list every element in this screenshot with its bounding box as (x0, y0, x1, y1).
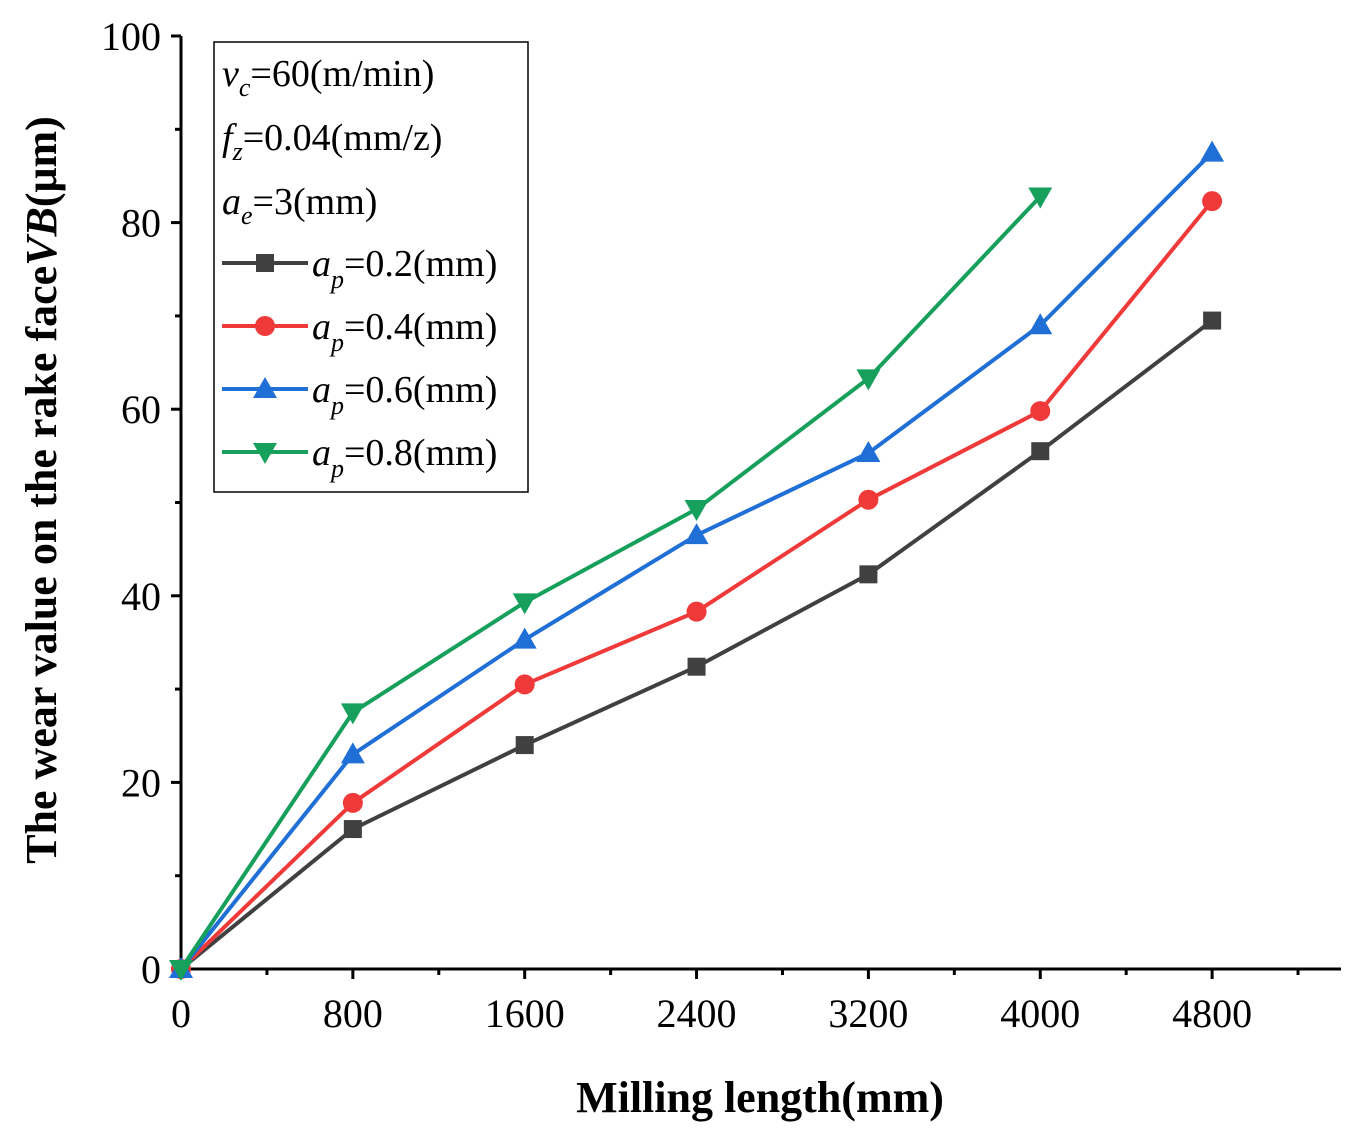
data-point (341, 703, 365, 724)
data-point (859, 565, 877, 583)
legend-var: a (312, 369, 331, 411)
x-tick-label: 3200 (828, 991, 908, 1036)
data-point (341, 742, 365, 763)
condition-sub: e (241, 201, 253, 230)
legend-var: a (312, 432, 331, 474)
legend-value: =0.6(mm) (344, 369, 497, 411)
legend-var: a (312, 243, 331, 285)
legend-condition: vc=60(m/min) (222, 53, 434, 102)
legend-sub: p (329, 328, 344, 357)
condition-value: =0.04(mm/z) (243, 117, 443, 159)
data-point (344, 820, 362, 838)
legend-marker (255, 316, 275, 336)
y-tick-label: 20 (121, 760, 161, 805)
data-point (687, 602, 707, 622)
x-tick-label: 2400 (657, 991, 737, 1036)
data-point (516, 736, 534, 754)
y-axis-title-main: The wear value on the rake face (17, 266, 66, 864)
data-point (688, 658, 706, 676)
legend-value: =0.4(mm) (344, 306, 497, 348)
y-axis-title-unit: (μm) (17, 116, 66, 207)
data-point (513, 628, 537, 649)
data-point (685, 500, 709, 521)
legend-marker (256, 254, 274, 272)
x-tick-label: 800 (323, 991, 383, 1036)
y-axis-title: The wear value on the rake faceVB(μm) (17, 116, 66, 864)
y-axis-title-symbol: VB (17, 207, 66, 266)
y-tick-label: 0 (141, 947, 161, 992)
legend-var: a (312, 306, 331, 348)
condition-var: a (222, 181, 241, 223)
condition-var: v (222, 53, 239, 95)
condition-value: =3(mm) (253, 181, 378, 223)
condition-sub: z (232, 137, 243, 166)
data-point (513, 593, 537, 614)
data-point (856, 441, 880, 462)
data-point (1202, 191, 1222, 211)
data-point (343, 793, 363, 813)
data-point (1200, 141, 1224, 162)
legend-value: =0.8(mm) (344, 432, 497, 474)
x-axis-title: Milling length(mm) (576, 1073, 944, 1122)
x-tick-label: 4000 (1000, 991, 1080, 1036)
x-tick-label: 1600 (485, 991, 565, 1036)
condition-sub: c (239, 73, 251, 102)
legend-condition: fz=0.04(mm/z) (222, 117, 442, 166)
data-point (515, 674, 535, 694)
legend-sub: p (329, 265, 344, 294)
condition-value: =60(m/min) (250, 53, 434, 95)
data-point (1030, 401, 1050, 421)
x-tick-label: 4800 (1172, 991, 1252, 1036)
y-tick-label: 80 (121, 201, 161, 246)
legend-value: =0.2(mm) (344, 243, 497, 285)
wear-chart: 0 20 40 60 80 100 0 800 1600 2400 3200 4000 4800 Mil… (0, 0, 1361, 1143)
data-point (1031, 442, 1049, 460)
y-tick-label: 60 (121, 387, 161, 432)
y-tick-label: 40 (121, 574, 161, 619)
x-tick-label: 0 (171, 991, 191, 1036)
legend-sub: p (329, 391, 344, 420)
data-point (1203, 312, 1221, 330)
data-point (685, 523, 709, 544)
legend-sub: p (329, 454, 344, 483)
y-tick-label: 100 (101, 14, 161, 59)
legend: vc=60(m/min)fz=0.04(mm/z)ae=3(mm) ap=0.2… (214, 42, 528, 492)
data-point (858, 490, 878, 510)
